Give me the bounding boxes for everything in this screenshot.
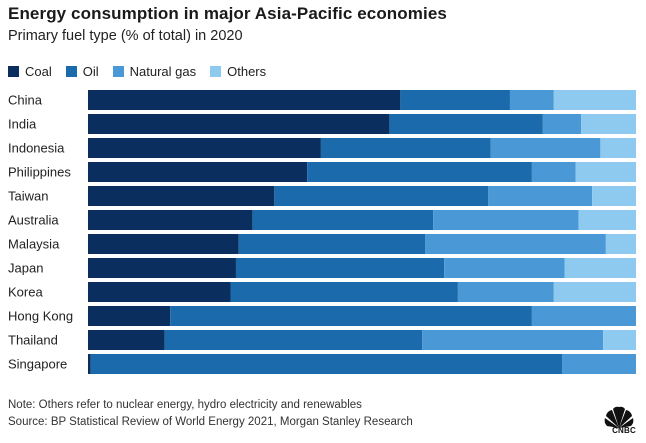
category-label-indonesia: Indonesia xyxy=(8,141,65,156)
bar-india-coal xyxy=(88,114,390,134)
legend-swatch-oil xyxy=(65,66,77,77)
bar-korea-coal xyxy=(88,282,231,302)
stacked-bar-chart: China India Indonesia Philippines Taiwan Aust… xyxy=(8,90,636,374)
bar-singapore-coal xyxy=(88,354,91,374)
bar-malaysia-coal xyxy=(88,234,239,254)
bar-korea-natural-gas xyxy=(457,282,554,302)
legend-label-natural-gas: Natural gas xyxy=(129,64,197,79)
bar-china-others xyxy=(553,90,636,110)
category-label-australia: Australia xyxy=(8,213,59,228)
bar-china-oil xyxy=(400,90,510,110)
category-label-hong-kong: Hong Kong xyxy=(8,309,73,324)
bar-taiwan-coal xyxy=(88,186,275,206)
category-label-india: India xyxy=(8,117,37,132)
category-label-china: China xyxy=(8,93,43,108)
category-label-thailand: Thailand xyxy=(8,333,58,348)
cnbc-logo-text: CNBC xyxy=(612,426,636,435)
bar-taiwan-oil xyxy=(274,186,489,206)
bar-hong-kong-natural-gas xyxy=(531,306,636,326)
bar-australia-others xyxy=(578,210,636,230)
bar-malaysia-oil xyxy=(238,234,426,254)
bar-china-coal xyxy=(88,90,401,110)
legend-swatch-others xyxy=(210,66,222,77)
bar-philippines-natural-gas xyxy=(531,162,576,182)
bar-japan-others xyxy=(564,258,636,278)
chart-title: Energy consumption in major Asia-Pacific… xyxy=(8,4,447,23)
bar-indonesia-natural-gas xyxy=(490,138,601,158)
bar-australia-oil xyxy=(252,210,434,230)
bar-thailand-natural-gas xyxy=(422,330,604,350)
bar-australia-coal xyxy=(88,210,253,230)
bar-korea-oil xyxy=(230,282,458,302)
legend-item-others: Others xyxy=(210,64,266,79)
bar-korea-others xyxy=(553,282,636,302)
bar-india-natural-gas xyxy=(542,114,582,134)
legend: Coal Oil Natural gas Others xyxy=(8,64,280,79)
bar-taiwan-natural-gas xyxy=(488,186,593,206)
bar-japan-coal xyxy=(88,258,236,278)
bar-philippines-coal xyxy=(88,162,308,182)
bar-taiwan-others xyxy=(592,186,636,206)
legend-item-oil: Oil xyxy=(65,64,99,79)
footnote: Note: Others refer to nuclear energy, hy… xyxy=(8,399,362,411)
bar-thailand-oil xyxy=(164,330,423,350)
bar-singapore-natural-gas xyxy=(562,354,636,374)
category-label-malaysia: Malaysia xyxy=(8,237,60,252)
bar-philippines-others xyxy=(575,162,636,182)
legend-label-coal: Coal xyxy=(25,64,52,79)
bar-japan-natural-gas xyxy=(444,258,565,278)
chart-subtitle: Primary fuel type (% of total) in 2020 xyxy=(8,28,243,44)
category-label-philippines: Philippines xyxy=(8,165,71,180)
bar-indonesia-others xyxy=(600,138,636,158)
bar-japan-oil xyxy=(235,258,445,278)
cnbc-peacock-logo-icon xyxy=(604,406,634,428)
bar-thailand-coal xyxy=(88,330,165,350)
legend-label-others: Others xyxy=(227,64,267,79)
bar-singapore-oil xyxy=(90,354,563,374)
legend-item-coal: Coal xyxy=(8,64,52,79)
bar-philippines-oil xyxy=(307,162,532,182)
category-label-korea: Korea xyxy=(8,285,43,300)
bar-thailand-others xyxy=(603,330,636,350)
legend-label-oil: Oil xyxy=(82,64,99,79)
bar-hong-kong-coal xyxy=(88,306,171,326)
bar-indonesia-oil xyxy=(320,138,491,158)
bar-australia-natural-gas xyxy=(433,210,579,230)
bar-china-natural-gas xyxy=(509,90,554,110)
bar-india-others xyxy=(581,114,636,134)
bar-malaysia-others xyxy=(605,234,636,254)
bar-indonesia-coal xyxy=(88,138,321,158)
category-label-japan: Japan xyxy=(8,261,43,276)
legend-item-natural-gas: Natural gas xyxy=(112,64,197,79)
category-label-singapore: Singapore xyxy=(8,357,67,372)
category-label-taiwan: Taiwan xyxy=(8,189,48,204)
legend-swatch-coal xyxy=(8,66,19,77)
bar-india-oil xyxy=(389,114,543,134)
bar-hong-kong-oil xyxy=(170,306,532,326)
bar-malaysia-natural-gas xyxy=(425,234,606,254)
source-line: Source: BP Statistical Review of World E… xyxy=(8,416,413,428)
legend-swatch-natural-gas xyxy=(112,66,124,77)
